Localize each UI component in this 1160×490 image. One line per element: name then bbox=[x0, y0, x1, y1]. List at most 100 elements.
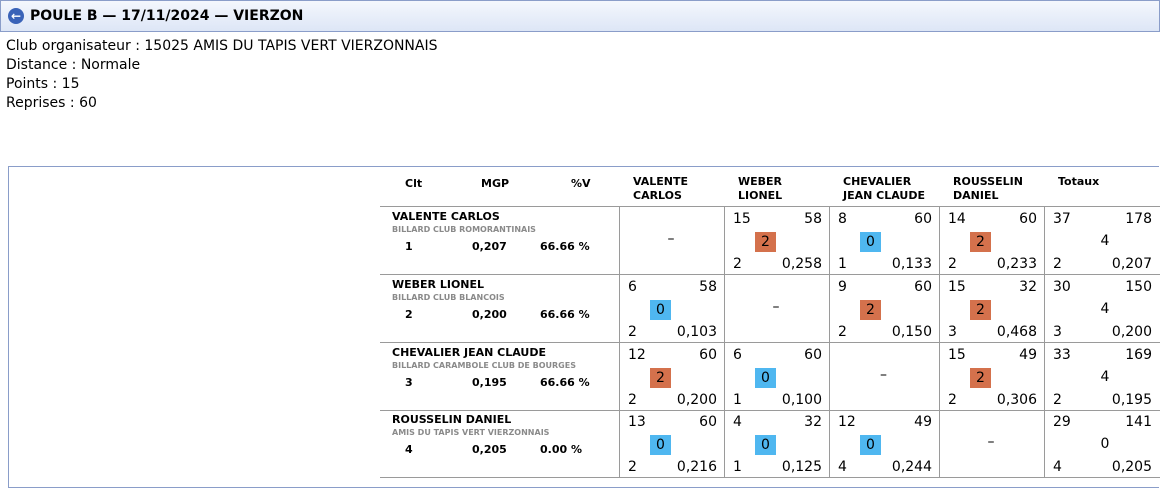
win-badge: 2 bbox=[970, 368, 991, 388]
win-badge: 2 bbox=[860, 300, 881, 320]
match-average: 0,200 bbox=[1111, 324, 1152, 340]
match-reprises: 58 bbox=[804, 211, 822, 227]
match-points: 9 bbox=[838, 279, 847, 295]
match-sets: 2 bbox=[628, 459, 637, 475]
match-sets: 3 bbox=[948, 324, 957, 340]
grid-line bbox=[380, 342, 1160, 343]
match-reprises: 141 bbox=[1125, 414, 1152, 430]
player-rank: 3 bbox=[405, 376, 413, 389]
header-col-valente: VALENTE CARLOS bbox=[633, 175, 688, 203]
match-reprises: 49 bbox=[914, 414, 932, 430]
player-pct-wins: 0.00 % bbox=[540, 443, 582, 456]
empty-match-cell: – bbox=[987, 434, 995, 450]
loss-badge: 0 bbox=[650, 300, 671, 320]
results-panel bbox=[8, 166, 1159, 488]
match-sets: 2 bbox=[1053, 392, 1062, 408]
grid-line bbox=[829, 207, 830, 478]
total-match-points: 0 bbox=[1100, 436, 1110, 452]
player-club: BILLARD CARAMBOLE CLUB DE BOURGES bbox=[392, 361, 576, 370]
win-badge: 2 bbox=[970, 232, 991, 252]
match-average: 0,244 bbox=[891, 459, 932, 475]
player-name: VALENTE CARLOS bbox=[392, 210, 500, 223]
match-sets: 2 bbox=[948, 256, 957, 272]
player-club: BILLARD CLUB ROMORANTINAIS bbox=[392, 225, 536, 234]
match-sets: 2 bbox=[1053, 256, 1062, 272]
grid-line bbox=[619, 207, 620, 478]
empty-match-cell: – bbox=[667, 231, 675, 247]
header-col-valente-line2: CARLOS bbox=[633, 189, 682, 202]
header-col-rousselin-line2: DANIEL bbox=[953, 189, 999, 202]
grid-line bbox=[939, 207, 940, 478]
loss-badge: 0 bbox=[755, 368, 776, 388]
player-rank: 1 bbox=[405, 240, 413, 253]
player-name: ROUSSELIN DANIEL bbox=[392, 413, 512, 426]
match-reprises: 60 bbox=[914, 211, 932, 227]
page-title: POULE B — 17/11/2024 — VIERZON bbox=[30, 8, 304, 24]
match-sets: 4 bbox=[1053, 459, 1062, 475]
match-sets: 1 bbox=[733, 459, 742, 475]
grid-line bbox=[380, 477, 1160, 478]
player-club: AMIS DU TAPIS VERT VIERZONNAIS bbox=[392, 428, 550, 437]
player-rank: 2 bbox=[405, 308, 413, 321]
match-average: 0,216 bbox=[676, 459, 717, 475]
match-points: 30 bbox=[1053, 279, 1071, 295]
grid-line bbox=[724, 207, 725, 478]
win-badge: 2 bbox=[970, 300, 991, 320]
player-mgp: 0,200 bbox=[472, 308, 507, 321]
match-points: 12 bbox=[838, 414, 856, 430]
distance: Distance : Normale bbox=[6, 57, 141, 73]
match-reprises: 178 bbox=[1125, 211, 1152, 227]
header-col-rousselin: ROUSSELIN DANIEL bbox=[953, 175, 1023, 203]
match-points: 6 bbox=[628, 279, 637, 295]
match-average: 0,207 bbox=[1111, 256, 1152, 272]
match-points: 13 bbox=[628, 414, 646, 430]
match-sets: 1 bbox=[838, 256, 847, 272]
player-mgp: 0,205 bbox=[472, 443, 507, 456]
match-reprises: 60 bbox=[914, 279, 932, 295]
win-badge: 2 bbox=[650, 368, 671, 388]
header-col-weber: WEBER LIONEL bbox=[738, 175, 782, 203]
header-col-weber-line2: LIONEL bbox=[738, 189, 783, 202]
header-col-valente-line1: VALENTE bbox=[633, 175, 689, 188]
match-points: 15 bbox=[948, 279, 966, 295]
total-match-points: 4 bbox=[1100, 301, 1110, 317]
match-average: 0,233 bbox=[996, 256, 1037, 272]
match-points: 14 bbox=[948, 211, 966, 227]
loss-badge: 0 bbox=[650, 435, 671, 455]
grid-line bbox=[380, 274, 1160, 275]
match-sets: 2 bbox=[838, 324, 847, 340]
back-arrow-icon[interactable]: ← bbox=[8, 8, 24, 24]
header-col-weber-line1: WEBER bbox=[738, 175, 783, 188]
header-mgp: MGP bbox=[481, 177, 510, 190]
match-average: 0,103 bbox=[676, 324, 717, 340]
header-col-chevalier: CHEVALIER JEAN CLAUDE bbox=[843, 175, 925, 203]
match-average: 0,125 bbox=[781, 459, 822, 475]
match-reprises: 150 bbox=[1125, 279, 1152, 295]
match-sets: 1 bbox=[733, 392, 742, 408]
match-sets: 2 bbox=[948, 392, 957, 408]
total-match-points: 4 bbox=[1100, 233, 1110, 249]
header-col-chevalier-line1: CHEVALIER bbox=[843, 175, 912, 188]
match-points: 33 bbox=[1053, 347, 1071, 363]
organizer-club: Club organisateur : 15025 AMIS DU TAPIS … bbox=[6, 38, 438, 54]
header-col-rousselin-line1: ROUSSELIN bbox=[953, 175, 1023, 188]
match-points: 37 bbox=[1053, 211, 1071, 227]
match-average: 0,195 bbox=[1111, 392, 1152, 408]
match-reprises: 49 bbox=[1019, 347, 1037, 363]
empty-match-cell: – bbox=[772, 299, 780, 315]
loss-badge: 0 bbox=[860, 435, 881, 455]
match-points: 8 bbox=[838, 211, 847, 227]
match-average: 0,133 bbox=[891, 256, 932, 272]
match-average: 0,200 bbox=[676, 392, 717, 408]
player-club: BILLARD CLUB BLANCOIS bbox=[392, 293, 505, 302]
match-reprises: 169 bbox=[1125, 347, 1152, 363]
match-points: 6 bbox=[733, 347, 742, 363]
header-col-chevalier-line2: JEAN CLAUDE bbox=[843, 189, 925, 202]
header-pct-wins: %V bbox=[571, 177, 591, 190]
player-mgp: 0,207 bbox=[472, 240, 507, 253]
player-rank: 4 bbox=[405, 443, 413, 456]
grid-line bbox=[380, 206, 1160, 207]
loss-badge: 0 bbox=[755, 435, 776, 455]
points: Points : 15 bbox=[6, 76, 80, 92]
match-points: 15 bbox=[733, 211, 751, 227]
